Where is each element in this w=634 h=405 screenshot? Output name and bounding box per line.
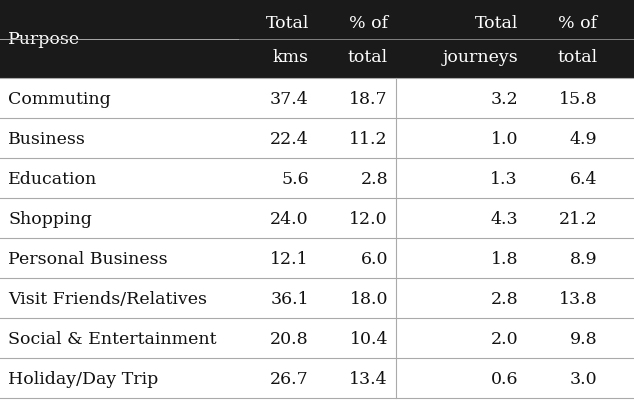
Text: 2.0: 2.0: [490, 330, 518, 347]
Text: 13.8: 13.8: [559, 290, 597, 307]
Text: Commuting: Commuting: [8, 90, 111, 107]
Text: 9.8: 9.8: [569, 330, 597, 347]
Text: 8.9: 8.9: [569, 250, 597, 267]
Text: Total: Total: [475, 15, 518, 32]
Text: % of: % of: [349, 15, 388, 32]
Text: Education: Education: [8, 170, 98, 187]
Text: 10.4: 10.4: [349, 330, 388, 347]
Text: 15.8: 15.8: [559, 90, 597, 107]
Text: 12.0: 12.0: [349, 210, 388, 227]
Text: % of: % of: [558, 15, 597, 32]
Text: Total: Total: [266, 15, 309, 32]
Text: 5.6: 5.6: [281, 170, 309, 187]
Text: 18.7: 18.7: [349, 90, 388, 107]
Text: 26.7: 26.7: [270, 370, 309, 387]
Text: 37.4: 37.4: [270, 90, 309, 107]
Text: Visit Friends/Relatives: Visit Friends/Relatives: [8, 290, 207, 307]
Text: Business: Business: [8, 130, 86, 147]
Text: Personal Business: Personal Business: [8, 250, 168, 267]
Text: total: total: [348, 48, 388, 65]
Text: 1.8: 1.8: [491, 250, 518, 267]
Text: Shopping: Shopping: [8, 210, 92, 227]
Text: 3.2: 3.2: [490, 90, 518, 107]
Text: 0.6: 0.6: [491, 370, 518, 387]
Text: 2.8: 2.8: [360, 170, 388, 187]
Text: 1.3: 1.3: [490, 170, 518, 187]
Text: 12.1: 12.1: [270, 250, 309, 267]
Text: 24.0: 24.0: [270, 210, 309, 227]
Text: 2.8: 2.8: [490, 290, 518, 307]
Text: Purpose: Purpose: [8, 31, 81, 48]
Text: 11.2: 11.2: [349, 130, 388, 147]
Text: 18.0: 18.0: [349, 290, 388, 307]
Text: 22.4: 22.4: [270, 130, 309, 147]
Text: Social & Entertainment: Social & Entertainment: [8, 330, 217, 347]
Text: 21.2: 21.2: [559, 210, 597, 227]
Text: 1.0: 1.0: [491, 130, 518, 147]
Text: 6.0: 6.0: [361, 250, 388, 267]
Text: 4.3: 4.3: [490, 210, 518, 227]
Text: journeys: journeys: [443, 48, 518, 65]
Text: 13.4: 13.4: [349, 370, 388, 387]
Text: kms: kms: [273, 48, 309, 65]
Text: Holiday/Day Trip: Holiday/Day Trip: [8, 370, 158, 387]
Text: 36.1: 36.1: [270, 290, 309, 307]
Text: 6.4: 6.4: [570, 170, 597, 187]
Text: 4.9: 4.9: [569, 130, 597, 147]
Text: 3.0: 3.0: [569, 370, 597, 387]
Text: 20.8: 20.8: [270, 330, 309, 347]
Text: total: total: [557, 48, 597, 65]
Bar: [0, 0, 634, 79]
